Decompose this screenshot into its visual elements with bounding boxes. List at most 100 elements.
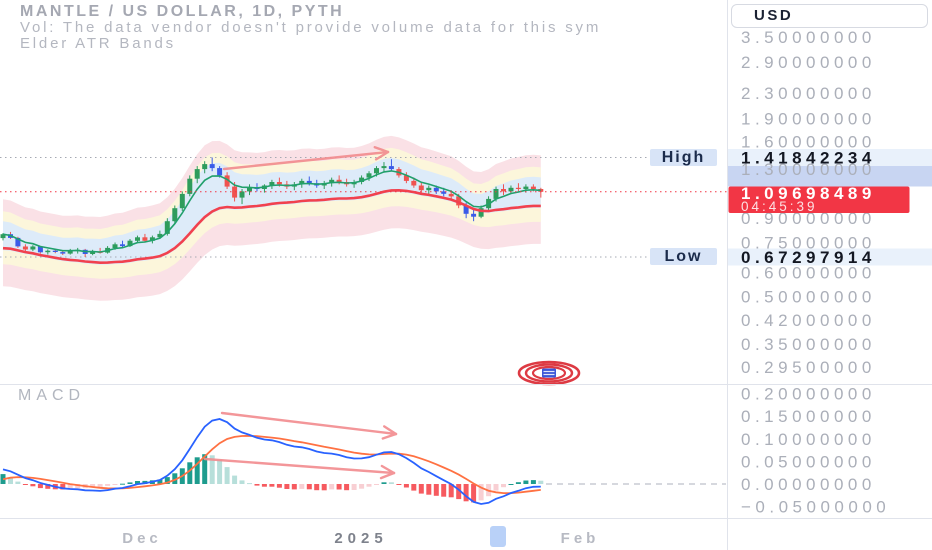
candle-body [22, 246, 28, 250]
candle-body [515, 187, 521, 189]
candle-body [30, 246, 36, 250]
high-price-label: High [650, 148, 717, 166]
candle-body [306, 180, 312, 184]
macd-histogram-bar [418, 484, 424, 494]
price-tick: 0.60000000 [741, 263, 876, 282]
macd-histogram-bar [164, 477, 170, 484]
time-axis-marker [490, 526, 506, 547]
macd-histogram-bar [336, 484, 342, 490]
time-axis-label: Dec [122, 530, 162, 547]
price-tick: 1.30000000 [741, 160, 876, 179]
macd-histogram-bar [194, 457, 200, 484]
candle-body [426, 187, 432, 191]
symbol-header: MANTLE / US DOLLAR, 1D, PYTH Vol: The da… [20, 4, 725, 51]
candle-body [463, 205, 469, 214]
candle-body [239, 191, 245, 198]
candle-body [388, 166, 394, 170]
indicator-legend-macd[interactable]: MACD [18, 387, 86, 404]
candle-body [359, 177, 365, 182]
candle-body [172, 208, 178, 222]
macd-histogram-bar [60, 484, 66, 490]
macd-histogram-bar [37, 484, 43, 489]
candle-body [299, 180, 305, 185]
price-tick: 1.60000000 [741, 132, 876, 151]
time-axis[interactable]: Dec 2025 Feb [122, 526, 599, 547]
trend-arrow[interactable] [203, 457, 396, 480]
low-value-row [728, 248, 932, 266]
price-tick: 1.41842234 [741, 149, 876, 168]
macd-histogram-bar [291, 484, 297, 490]
macd-histogram-bar [411, 484, 417, 491]
price-tick: 0.75000000 [741, 234, 876, 253]
candle-body [381, 166, 387, 169]
spiral-logo [517, 360, 581, 386]
candle-body [448, 193, 454, 197]
price-tick: 0.50000000 [741, 288, 876, 307]
macd-histogram-bar [112, 484, 118, 485]
candle-body [224, 175, 230, 187]
trend-arrow[interactable] [220, 411, 398, 440]
macd-histogram-bar [90, 484, 96, 488]
volume-study-status[interactable]: Vol: The data vendor doesn't provide vol… [20, 19, 602, 36]
price-tick: 0.67297914 [741, 248, 876, 267]
candle-body [530, 186, 536, 189]
macd-histogram-bar [269, 484, 275, 487]
trend-arrow[interactable] [222, 145, 390, 171]
bar-countdown: 04:45:39 [741, 199, 818, 214]
macd-histogram-bar [530, 480, 536, 484]
price-tick: 1.90000000 [741, 110, 876, 129]
macd-histogram-bar [120, 483, 125, 485]
candle-body [374, 168, 379, 174]
macd-histogram-bar [344, 484, 350, 491]
macd-histogram-bar [127, 482, 133, 484]
candle-body [142, 237, 148, 241]
candle-body [52, 250, 58, 252]
candle-body [60, 252, 66, 254]
candle-body [67, 250, 73, 254]
candle-body [37, 246, 43, 253]
currency-toggle-label: USD [754, 7, 794, 24]
macd-histogram-bar [508, 484, 514, 485]
indicator-legend-elder-atr-bands[interactable]: Elder ATR Bands [20, 35, 176, 51]
candle-body [112, 244, 118, 248]
macd-signal-line[interactable] [2, 434, 541, 495]
macd-histogram-bar [501, 484, 506, 488]
candle-body [403, 175, 409, 181]
macd-histogram-bar [463, 484, 469, 502]
macd-histogram[interactable] [0, 454, 544, 503]
macd-histogram-bar [314, 484, 320, 491]
candle-body [232, 186, 238, 198]
candle-body [493, 189, 499, 199]
macd-histogram-bar [381, 482, 387, 484]
price-tick: 0.05000000 [741, 452, 876, 471]
macd-histogram-bar [30, 484, 36, 487]
range-band [728, 166, 932, 187]
macd-histogram-bar [515, 482, 521, 484]
price-axis[interactable]: 3.50000000 2.90000000 2.30000000 1.90000000… [728, 28, 932, 517]
macd-histogram-bar [22, 484, 28, 485]
macd-histogram-bar [306, 484, 312, 490]
candle-body [120, 244, 125, 247]
macd-histogram-bar [471, 484, 477, 503]
candle-body [15, 237, 21, 247]
macd-histogram-bar [157, 479, 163, 484]
atr-stop-line[interactable] [2, 188, 541, 265]
candle-body [0, 234, 6, 239]
symbol-title[interactable]: MANTLE / US DOLLAR, 1D, PYTH [20, 4, 345, 20]
candle-body [179, 193, 185, 209]
low-price-label: Low [650, 248, 717, 266]
candle-body [127, 240, 133, 247]
candle-body [411, 180, 417, 186]
high-value-row [728, 149, 932, 166]
macd-histogram-bar [284, 484, 290, 489]
currency-toggle-button[interactable]: USD [731, 4, 928, 28]
macd-line[interactable] [2, 418, 541, 505]
macd-histogram-bar [441, 484, 447, 497]
price-tick: 2.90000000 [741, 53, 876, 72]
price-tick: −0.05000000 [741, 498, 890, 517]
candle-body [269, 182, 275, 186]
macd-histogram-bar [75, 484, 81, 489]
